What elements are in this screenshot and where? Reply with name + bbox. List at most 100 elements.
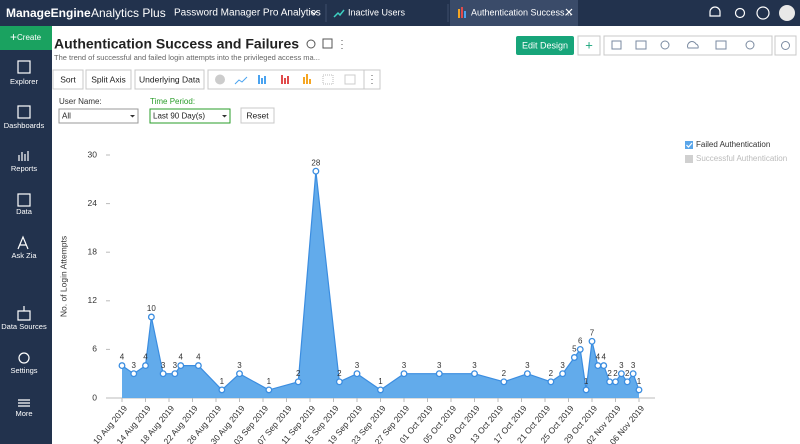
settings-icon[interactable] (734, 7, 746, 19)
chart-type-icon[interactable] (344, 74, 356, 85)
data-label: 3 (472, 361, 477, 370)
nav-icon (18, 151, 29, 161)
split-axis-button[interactable] (85, 69, 132, 90)
workspace-menu[interactable]: Password Manager Pro Analytics (174, 8, 321, 19)
nav-item[interactable]: Settings (10, 366, 37, 375)
notifications[interactable] (709, 6, 721, 17)
plus: + (10, 30, 17, 44)
active-tab[interactable] (450, 0, 578, 26)
sort-button[interactable] (52, 69, 84, 90)
data-point (159, 370, 167, 378)
data-label: 1 (584, 377, 589, 386)
close-tab[interactable] (565, 8, 573, 16)
tab[interactable]: Authentication Success... (471, 7, 572, 17)
tab[interactable]: Inactive Users (348, 7, 406, 17)
y-tick-label: 0 (92, 392, 97, 402)
chart-type-icon[interactable] (215, 74, 225, 85)
data-label: 2 (607, 369, 612, 378)
save[interactable] (322, 38, 333, 49)
top-bar (0, 0, 800, 26)
edit-design-button[interactable] (516, 36, 574, 55)
legend-checkbox[interactable] (685, 155, 693, 163)
data-label: 1 (637, 377, 642, 386)
settings-button[interactable] (774, 35, 797, 56)
data-point (635, 386, 643, 394)
data-point (471, 370, 478, 378)
legend-check (686, 142, 693, 148)
chart-type-icon[interactable] (322, 74, 334, 85)
data-point (559, 370, 567, 378)
action-buttons (603, 35, 797, 56)
data-point (606, 378, 614, 386)
nav-icon (18, 352, 30, 364)
legend-checkbox[interactable] (685, 141, 693, 149)
chart-type-icon[interactable] (258, 75, 266, 84)
data-label: 3 (560, 361, 565, 370)
data-point (629, 370, 637, 378)
data-point (500, 378, 508, 386)
nav-item[interactable]: Ask Zia (11, 251, 37, 260)
data-label: 4 (196, 353, 201, 362)
button-label[interactable]: Underlying Data (139, 74, 200, 84)
underlying-data-button[interactable] (134, 69, 205, 90)
data-label: 2 (613, 369, 618, 378)
data-point (171, 370, 179, 378)
refresh[interactable] (306, 39, 316, 49)
data-label: 1 (378, 377, 383, 386)
action-group[interactable] (603, 35, 773, 56)
nav-item[interactable]: Data Sources (1, 322, 47, 331)
data-label: 4 (596, 353, 601, 362)
data-label: 3 (237, 361, 242, 370)
chart-type-bar[interactable] (207, 69, 381, 90)
product: Analytics Plus (91, 6, 166, 20)
user-select[interactable] (58, 108, 139, 124)
y-tick-label: 30 (88, 149, 98, 159)
data-point (147, 313, 155, 321)
filter-value[interactable]: All (62, 112, 71, 121)
data-label: 3 (437, 361, 442, 370)
tab-icon (461, 7, 463, 18)
data-label: 2 (337, 369, 342, 378)
data-point (523, 370, 531, 378)
button-label[interactable]: Reset (246, 110, 269, 120)
data-point (312, 167, 320, 175)
icon (745, 40, 755, 50)
nav-item[interactable]: More (15, 409, 32, 418)
data-point (236, 370, 243, 378)
nav-icon (18, 399, 30, 407)
data-point (218, 386, 226, 394)
nav-icon (17, 235, 29, 250)
tab-icon (458, 9, 460, 18)
data-label: 5 (572, 345, 577, 354)
button-label[interactable]: Split Axis (91, 74, 126, 84)
legend-entry: Failed Authentication (696, 140, 770, 149)
avatar[interactable] (779, 5, 795, 21)
create-label[interactable]: Create (17, 33, 42, 42)
create-button[interactable] (0, 26, 52, 50)
chart-type-icon[interactable] (234, 76, 248, 85)
data-label: 3 (355, 361, 360, 370)
chart-type-icon[interactable] (281, 75, 289, 84)
nav-item[interactable]: Reports (11, 164, 38, 173)
edit-design-label[interactable]: Edit Design (522, 40, 568, 50)
period-select[interactable] (149, 108, 231, 124)
help-icon[interactable] (756, 6, 770, 20)
data-point (582, 386, 590, 394)
nav-item[interactable]: Explorer (10, 77, 38, 86)
reset-button[interactable] (240, 107, 275, 124)
data-label: 6 (578, 337, 583, 346)
data-label: 3 (631, 361, 636, 370)
chart-type-icon[interactable] (303, 74, 311, 84)
filter-value[interactable]: Last 90 Day(s) (153, 112, 205, 121)
y-tick-label: 6 (92, 344, 97, 354)
data-point (177, 362, 185, 370)
data-label: 3 (402, 361, 407, 370)
nav-icon (17, 60, 31, 74)
nav-item[interactable]: Data (16, 207, 33, 216)
add-button[interactable] (577, 35, 601, 56)
button-label[interactable]: Sort (60, 74, 76, 84)
nav-item[interactable]: Dashboards (4, 121, 45, 130)
data-label: 2 (502, 369, 507, 378)
data-point (617, 370, 625, 378)
